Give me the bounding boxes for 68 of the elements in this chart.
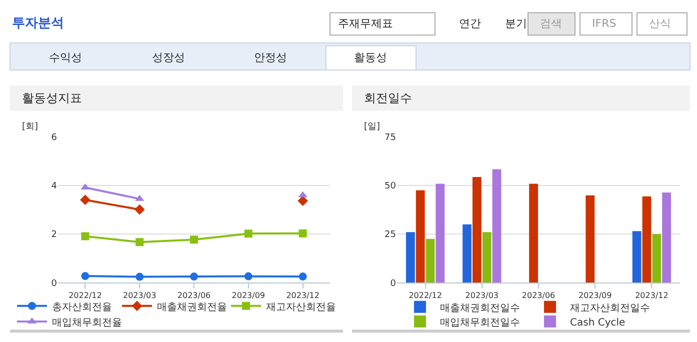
legend-label: 재고자산회전일수 xyxy=(570,302,650,314)
bar xyxy=(662,192,672,283)
bar xyxy=(652,234,662,283)
bar xyxy=(529,184,538,283)
x-tick-label: 2022/12 xyxy=(68,291,102,300)
legend-label: Cash Cycle xyxy=(570,317,626,328)
x-tick-label: 2023/03 xyxy=(122,291,156,300)
x-tick-label: 2023/03 xyxy=(465,291,499,300)
point xyxy=(244,272,252,280)
point xyxy=(80,194,90,206)
chart-title: 회전일수 xyxy=(364,91,412,105)
chart-title: 활동성지표 xyxy=(22,91,82,105)
legend-label: 매출채권회전일수 xyxy=(440,302,520,314)
text: 성장성 xyxy=(152,51,185,64)
point xyxy=(244,230,252,238)
y-tick-label: 50 xyxy=(384,182,396,192)
bar xyxy=(492,169,502,283)
bar xyxy=(642,196,652,283)
y-axis-title: [일] xyxy=(364,122,380,132)
y-tick-label: 2 xyxy=(51,230,57,240)
point xyxy=(134,204,145,215)
legend-label: 총자산회전율 xyxy=(52,302,112,313)
text: 분기 xyxy=(505,17,527,30)
point xyxy=(136,272,144,281)
y-tick-label: 0 xyxy=(390,278,396,289)
bar xyxy=(472,176,482,283)
point xyxy=(190,236,198,244)
bar xyxy=(436,184,445,283)
point xyxy=(298,196,308,206)
text: 안정성 xyxy=(254,51,287,64)
point xyxy=(81,272,90,280)
y-axis-title: [회] xyxy=(22,122,38,132)
x-tick-label: 2023/12 xyxy=(286,291,320,300)
x-tick-label: 2023/06 xyxy=(522,291,556,300)
point xyxy=(298,272,307,281)
y-tick-label: 75 xyxy=(384,133,396,144)
x-tick-label: 2023/09 xyxy=(232,291,266,300)
x-tick-label: 2023/12 xyxy=(635,291,668,300)
bar xyxy=(416,190,425,283)
y-tick-label: 6 xyxy=(51,133,58,144)
point xyxy=(190,272,198,281)
bar xyxy=(462,224,472,283)
text: 검색 xyxy=(540,17,562,30)
bar xyxy=(586,195,595,283)
point xyxy=(298,229,307,238)
y-tick-label: 25 xyxy=(384,230,396,240)
y-tick-label: 0 xyxy=(51,278,58,289)
x-tick-label: 2022/12 xyxy=(408,291,442,300)
bar xyxy=(406,232,415,283)
text: 주재무제표 xyxy=(338,17,393,30)
text: 수익성 xyxy=(49,51,82,64)
point xyxy=(81,232,90,240)
text: 투자분석 xyxy=(12,16,64,31)
bar xyxy=(426,238,435,283)
legend-label: 매입채무회전율 xyxy=(52,317,122,328)
x-tick-label: 2023/09 xyxy=(578,291,612,300)
x-tick-label: 2023/06 xyxy=(177,291,211,300)
y-tick-label: 4 xyxy=(51,182,58,192)
point xyxy=(136,238,144,246)
text: 산식 xyxy=(649,17,671,30)
legend-label: 재고자산회전율 xyxy=(266,302,336,313)
text: 활동성 xyxy=(354,51,387,64)
legend-label: 매출채권회전율 xyxy=(157,302,227,313)
legend-label: 매입채무회전일수 xyxy=(440,317,520,328)
bar xyxy=(632,231,642,283)
bar xyxy=(482,232,492,283)
text: 연간 xyxy=(459,17,481,30)
text: IFRS xyxy=(592,17,616,30)
